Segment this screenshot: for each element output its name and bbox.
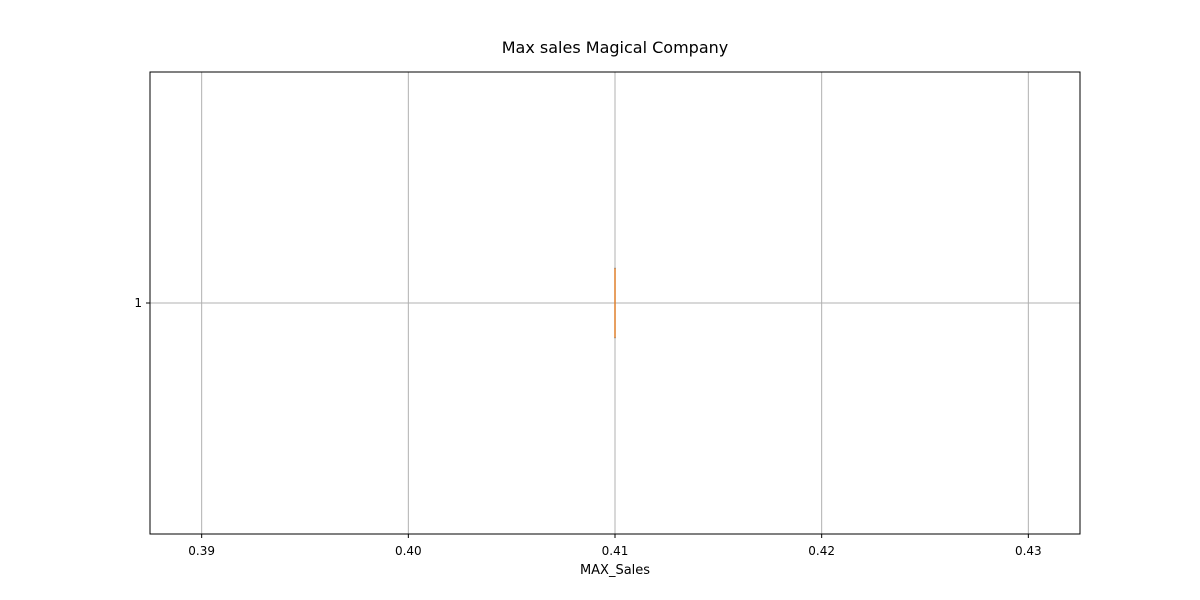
x-tick-label: 0.41 bbox=[602, 544, 629, 558]
x-tick-label: 0.40 bbox=[395, 544, 422, 558]
x-tick-label: 0.43 bbox=[1015, 544, 1042, 558]
chart-title: Max sales Magical Company bbox=[502, 38, 728, 57]
x-tick-label: 0.39 bbox=[188, 544, 215, 558]
y-tick-label: 1 bbox=[134, 296, 142, 310]
x-tick-label: 0.42 bbox=[808, 544, 835, 558]
x-axis-label: MAX_Sales bbox=[580, 563, 650, 578]
axis-ticks: 0.39 0.40 0.41 0.42 0.43 1 bbox=[134, 296, 1041, 558]
